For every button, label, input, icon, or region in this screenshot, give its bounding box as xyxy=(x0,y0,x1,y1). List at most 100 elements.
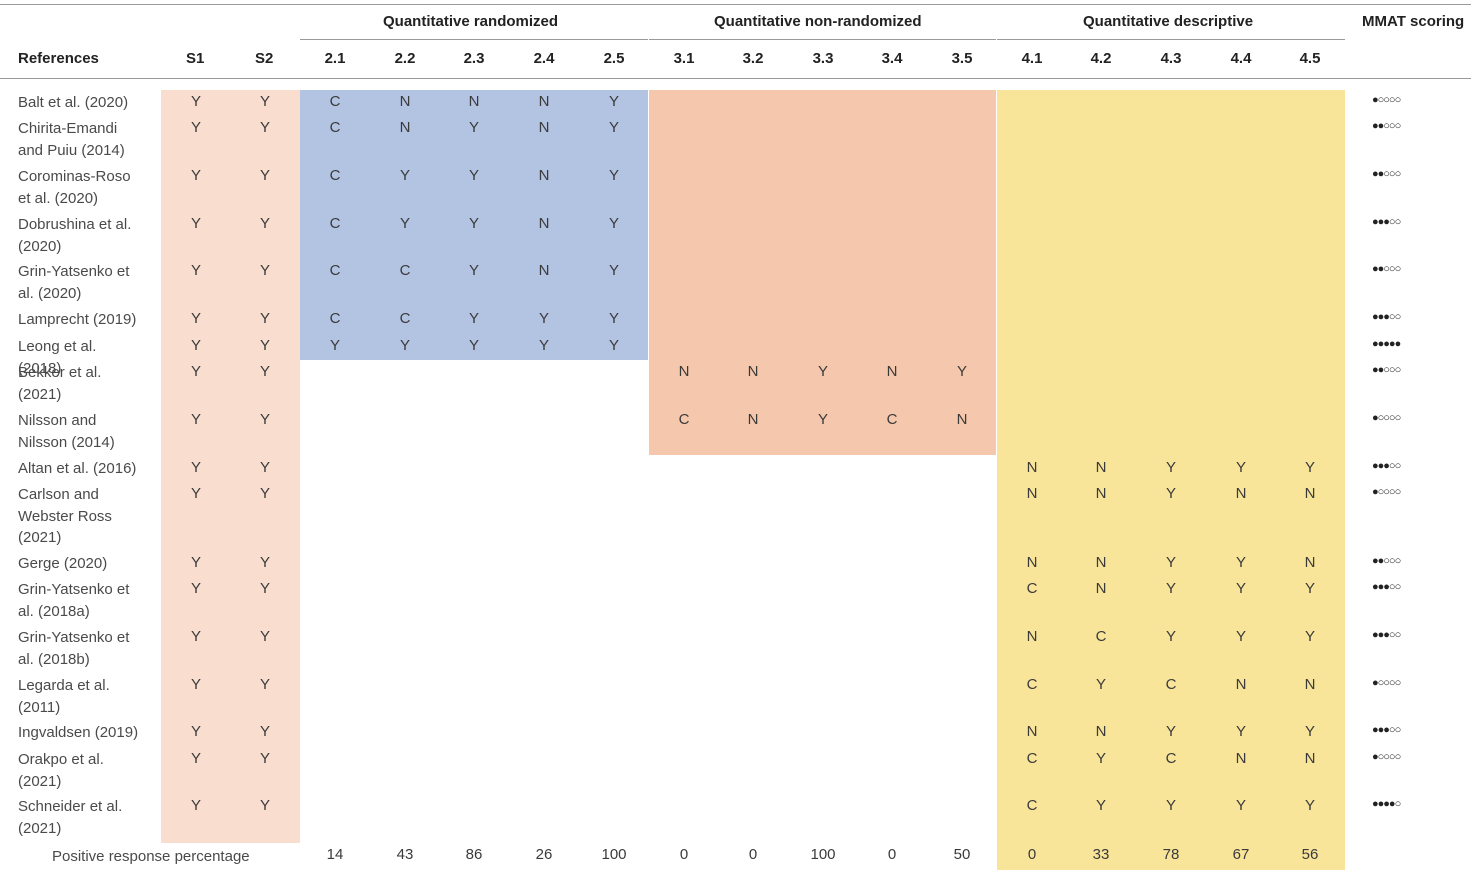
descriptive-group-rule xyxy=(997,39,1345,40)
randomized-cell: N xyxy=(538,262,550,279)
descriptive-cell: N xyxy=(1026,628,1038,645)
nonrandomized-cell: N xyxy=(747,411,759,428)
screening-cell: Y xyxy=(259,310,270,327)
subheader-2-5: 2.5 xyxy=(603,50,625,67)
screening-cell: Y xyxy=(190,337,201,354)
randomized-cell: Y xyxy=(399,215,410,232)
nonrandomized-cell: C xyxy=(678,411,690,428)
screening-cell: Y xyxy=(190,554,201,571)
randomized-cell: Y xyxy=(468,167,479,184)
screening-cell: Y xyxy=(190,580,201,597)
reference-cell: Gerge (2020) xyxy=(18,555,108,572)
reference-cell: Balt et al. (2020) xyxy=(18,94,129,111)
screening-cell: Y xyxy=(259,93,270,110)
reference-cell: Orakpo et al. (2021) xyxy=(18,751,104,790)
screening-cell: Y xyxy=(190,485,201,502)
descriptive-cell: Y xyxy=(1304,723,1315,740)
descriptive-cell: C xyxy=(1026,580,1038,597)
subheader-4-4: 4.4 xyxy=(1230,50,1252,67)
descriptive-cell: C xyxy=(1026,676,1038,693)
screening-cell: Y xyxy=(190,93,201,110)
footer-nonrandomized-percent: 100 xyxy=(810,846,836,863)
subheader-3-5: 3.5 xyxy=(951,50,973,67)
descriptive-cell: N xyxy=(1026,554,1038,571)
nonrandomized-group-rule xyxy=(649,39,996,40)
descriptive-cell: Y xyxy=(1095,676,1106,693)
descriptive-cell: N xyxy=(1304,750,1316,767)
descriptive-cell: C xyxy=(1165,676,1177,693)
subheader-2-2: 2.2 xyxy=(394,50,416,67)
randomized-cell: Y xyxy=(608,93,619,110)
reference-cell: Grin-Yatsenko et al. (2020) xyxy=(18,263,130,302)
nonrandomized-group-header: Quantitative non-randomized xyxy=(714,13,922,30)
descriptive-cell: Y xyxy=(1165,459,1176,476)
subheader-4-1: 4.1 xyxy=(1021,50,1043,67)
mmat-score-dots: ●●●○○ xyxy=(1372,216,1401,228)
nonrandomized-cell: Y xyxy=(817,411,828,428)
randomized-cell: C xyxy=(399,262,411,279)
descriptive-cell: N xyxy=(1095,580,1107,597)
mmat-score-dots: ●●●●● xyxy=(1372,338,1401,350)
mmat-score-dots: ●○○○○ xyxy=(1372,677,1401,689)
nonrandomized-cell: Y xyxy=(817,363,828,380)
randomized-cell: N xyxy=(468,93,480,110)
screening-cell: Y xyxy=(190,310,201,327)
screening-cell: Y xyxy=(190,676,201,693)
screening-cell: Y xyxy=(259,554,270,571)
descriptive-cell: N xyxy=(1235,676,1247,693)
footer-descriptive-percent: 67 xyxy=(1232,846,1250,863)
screening-cell: Y xyxy=(259,337,270,354)
randomized-cell: Y xyxy=(608,167,619,184)
mmat-score-dots: ●●●○○ xyxy=(1372,581,1401,593)
randomized-cell: Y xyxy=(329,337,340,354)
descriptive-cell: C xyxy=(1026,797,1038,814)
mmat-score-dots: ●○○○○ xyxy=(1372,412,1401,424)
mmat-score-dots: ●●○○○ xyxy=(1372,555,1401,567)
screening-cell: Y xyxy=(190,262,201,279)
randomized-cell: Y xyxy=(538,310,549,327)
descriptive-cell: Y xyxy=(1165,797,1176,814)
footer-randomized-percent: 14 xyxy=(326,846,344,863)
screening-cell: Y xyxy=(259,411,270,428)
descriptive-cell: Y xyxy=(1165,580,1176,597)
descriptive-cell: Y xyxy=(1235,554,1246,571)
descriptive-cell: Y xyxy=(1304,797,1315,814)
descriptive-cell: Y xyxy=(1165,628,1176,645)
mmat-score-dots: ●●●○○ xyxy=(1372,311,1401,323)
randomized-cell: N xyxy=(538,167,550,184)
footer-label: Positive response percentage xyxy=(52,848,250,865)
descriptive-cell: Y xyxy=(1165,485,1176,502)
randomized-cell: N xyxy=(399,119,411,136)
randomized-cell: Y xyxy=(608,310,619,327)
descriptive-cell: Y xyxy=(1095,750,1106,767)
footer-randomized-percent: 100 xyxy=(601,846,627,863)
descriptive-cell: N xyxy=(1095,459,1107,476)
randomized-cell: C xyxy=(329,167,341,184)
descriptive-cell: N xyxy=(1026,485,1038,502)
randomized-cell: Y xyxy=(538,337,549,354)
randomized-cell: C xyxy=(329,93,341,110)
randomized-cell: N xyxy=(538,93,550,110)
reference-cell: Bekker et al. (2021) xyxy=(18,364,102,403)
reference-cell: Ingvaldsen (2019) xyxy=(18,724,139,741)
descriptive-cell: Y xyxy=(1304,459,1315,476)
screening-cell: Y xyxy=(190,459,201,476)
reference-cell: Lamprecht (2019) xyxy=(18,311,137,328)
descriptive-cell: Y xyxy=(1235,580,1246,597)
subheader-2-4: 2.4 xyxy=(533,50,555,67)
subheader-3-2: 3.2 xyxy=(742,50,764,67)
screening-cell: Y xyxy=(259,797,270,814)
descriptive-cell: N xyxy=(1304,554,1316,571)
mmat-score-dots: ●○○○○ xyxy=(1372,94,1401,106)
descriptive-cell: Y xyxy=(1304,628,1315,645)
mmat-score-dots: ●●●○○ xyxy=(1372,724,1401,736)
nonrandomized-cell: Y xyxy=(956,363,967,380)
descriptive-cell: N xyxy=(1304,485,1316,502)
descriptive-cell: Y xyxy=(1304,580,1315,597)
reference-cell: Legarda et al. (2011) xyxy=(18,677,110,716)
reference-cell: Grin-Yatsenko et al. (2018a) xyxy=(18,581,130,620)
reference-cell: Altan et al. (2016) xyxy=(18,460,137,477)
mmat-score-dots: ●●●○○ xyxy=(1372,629,1401,641)
screening-cell: Y xyxy=(190,363,201,380)
subheader-3-4: 3.4 xyxy=(881,50,903,67)
